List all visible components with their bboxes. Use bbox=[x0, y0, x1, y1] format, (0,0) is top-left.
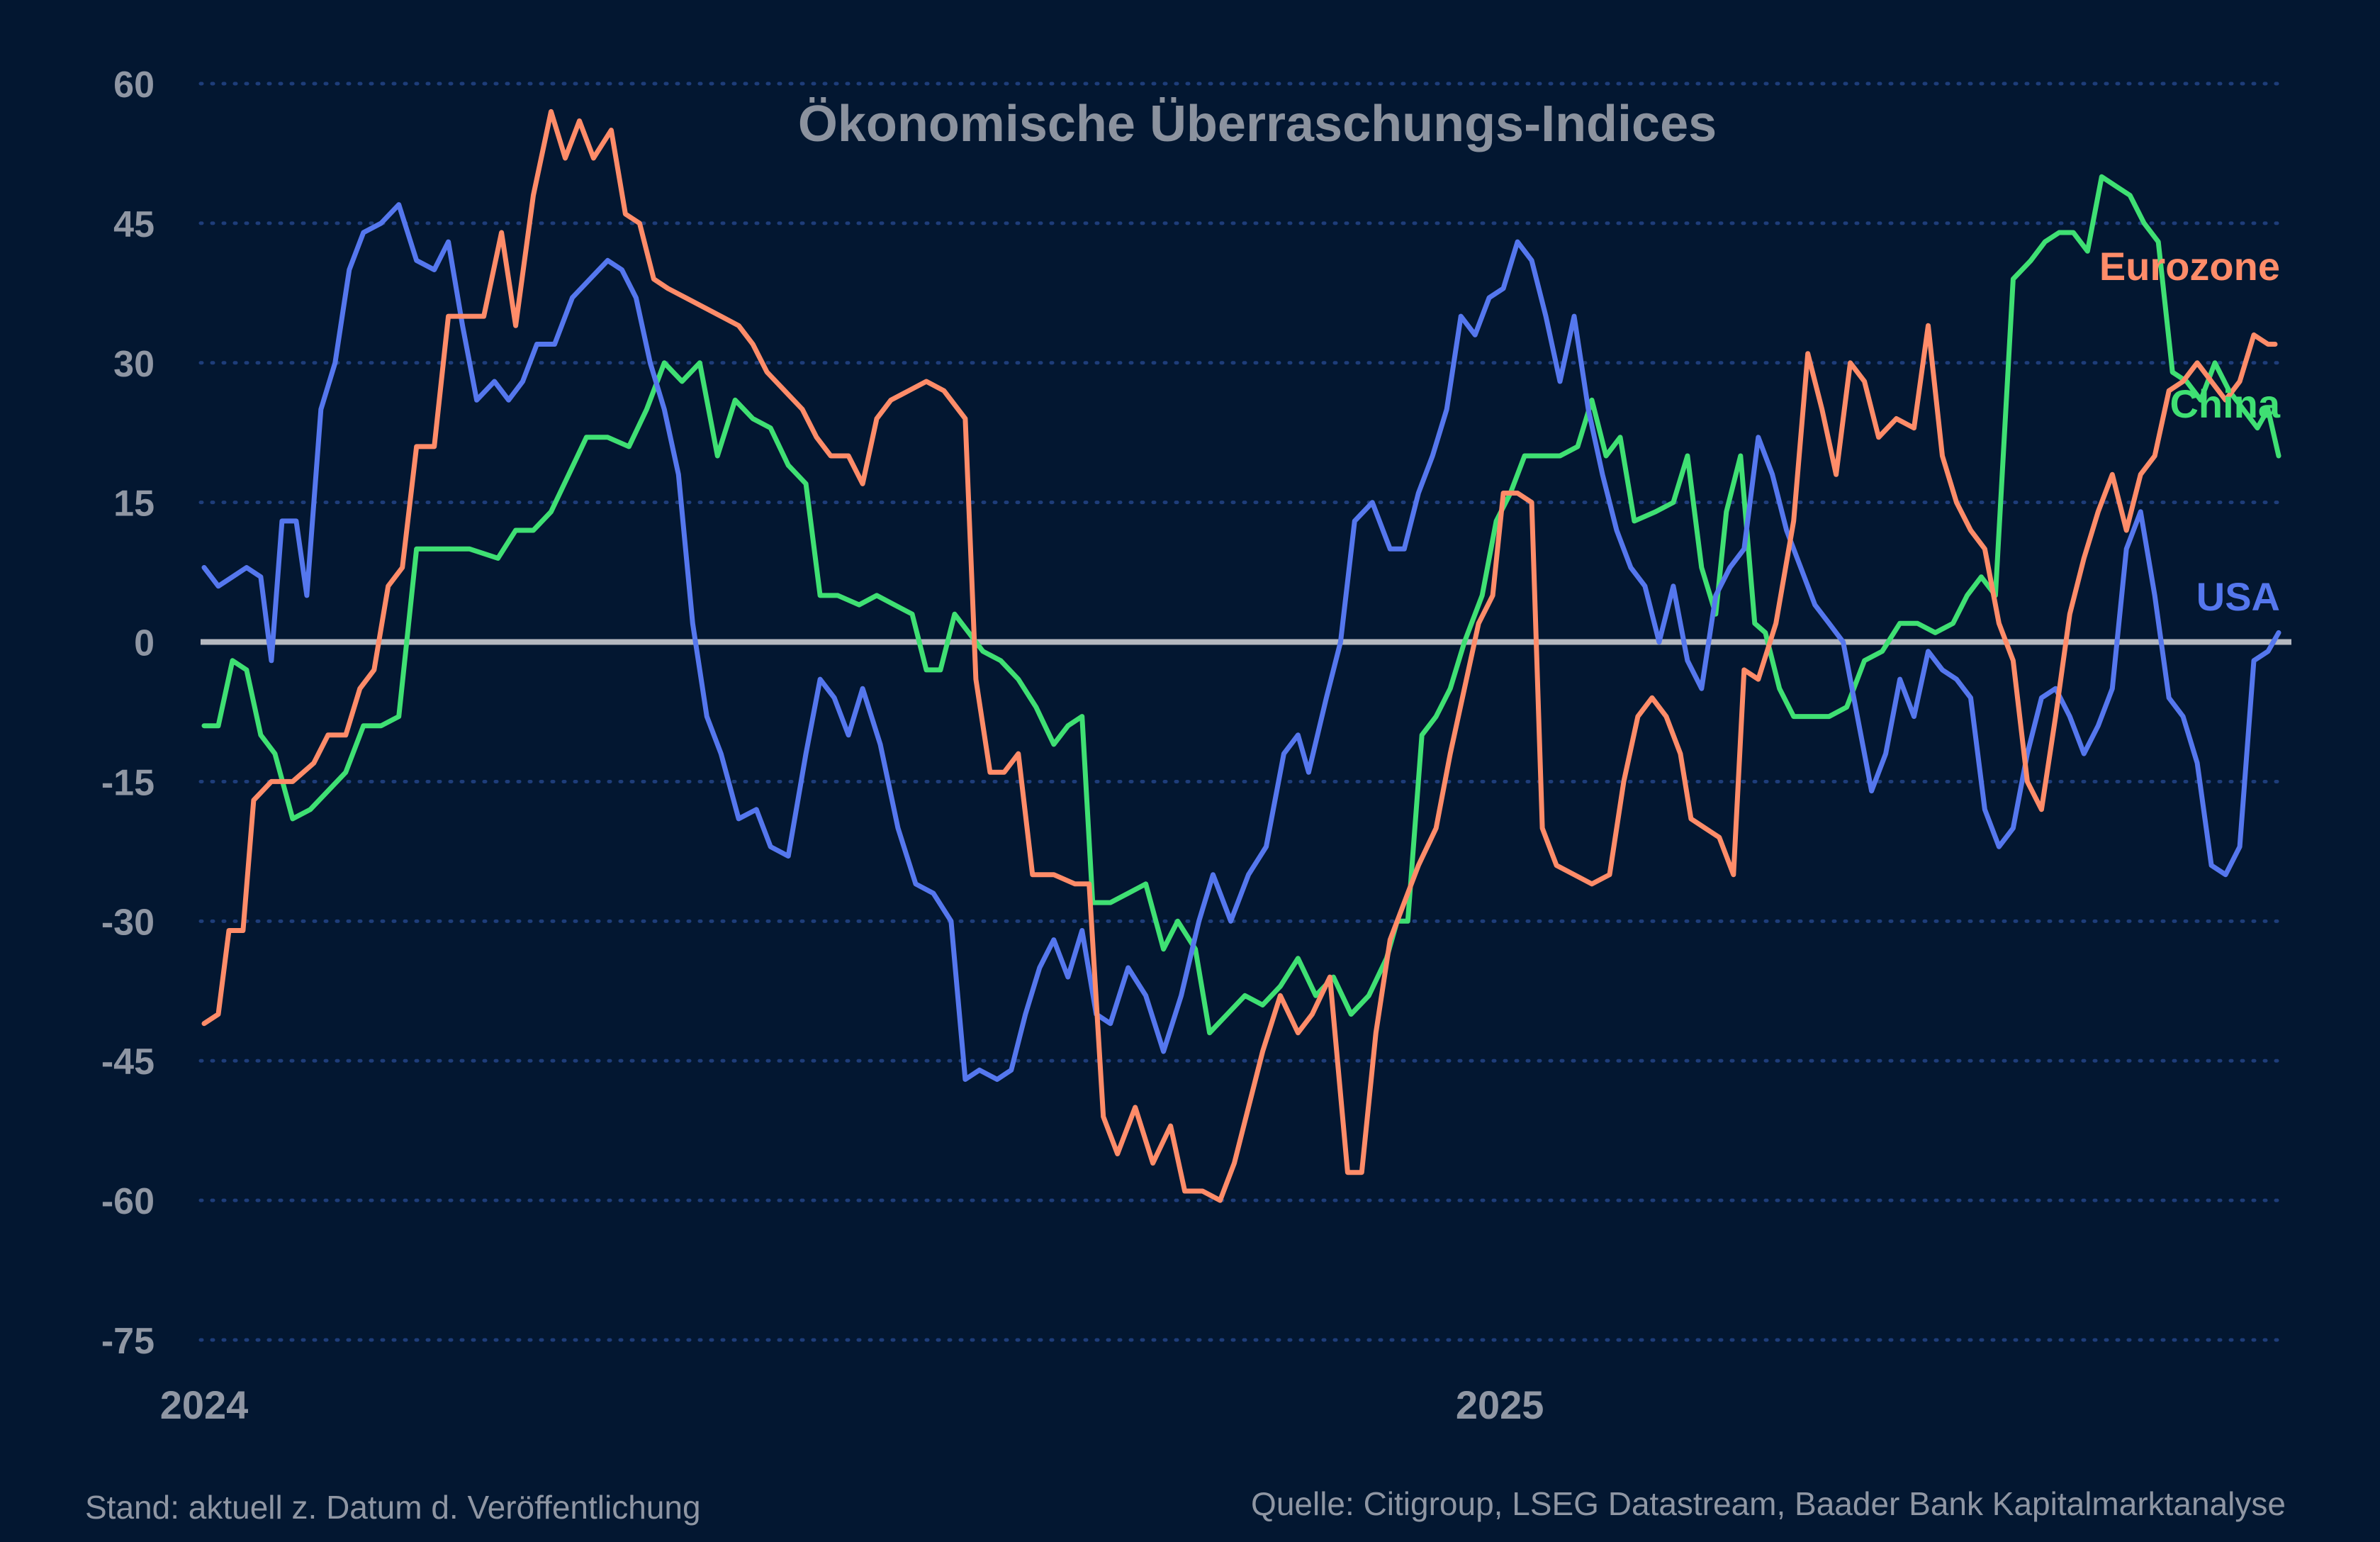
series-lines bbox=[201, 108, 2281, 1203]
grid-lines bbox=[198, 82, 2286, 1342]
x-axis-tick-labels: 2024 2025 bbox=[160, 1382, 1544, 1427]
series-line-china bbox=[201, 174, 2281, 1036]
series-line-eurozone bbox=[201, 108, 2278, 1203]
y-tick-label: -30 bbox=[101, 902, 155, 943]
chart-title: Ökonomische Überraschungs-Indices bbox=[798, 96, 1717, 152]
y-tick-label: -60 bbox=[101, 1181, 155, 1222]
x-tick-label: 2024 bbox=[160, 1382, 249, 1427]
y-tick-label: -15 bbox=[101, 762, 155, 803]
y-tick-label: 15 bbox=[113, 484, 155, 525]
x-tick-label: 2025 bbox=[1456, 1382, 1544, 1427]
y-axis-tick-labels: 60 45 30 15 0 -15 -30 -45 -60 -75 bbox=[101, 65, 155, 1362]
legend-label-usa: USA bbox=[2196, 574, 2280, 619]
y-tick-label: 60 bbox=[113, 65, 155, 106]
inline-legend: Eurozone China USA bbox=[2099, 244, 2281, 619]
source-note: Quelle: Citigroup, LSEG Datastream, Baad… bbox=[1251, 1485, 2286, 1522]
legend-label-eurozone: Eurozone bbox=[2099, 244, 2280, 289]
y-tick-label: 0 bbox=[134, 623, 155, 664]
series-line-usa bbox=[201, 202, 2281, 1082]
footer-note: Stand: aktuell z. Datum d. Veröffentlich… bbox=[85, 1489, 701, 1526]
y-tick-label: -75 bbox=[101, 1321, 155, 1362]
y-tick-label: -45 bbox=[101, 1041, 155, 1083]
legend-label-china: China bbox=[2169, 381, 2280, 426]
y-tick-label: 45 bbox=[113, 204, 155, 245]
y-tick-label: 30 bbox=[113, 344, 155, 385]
